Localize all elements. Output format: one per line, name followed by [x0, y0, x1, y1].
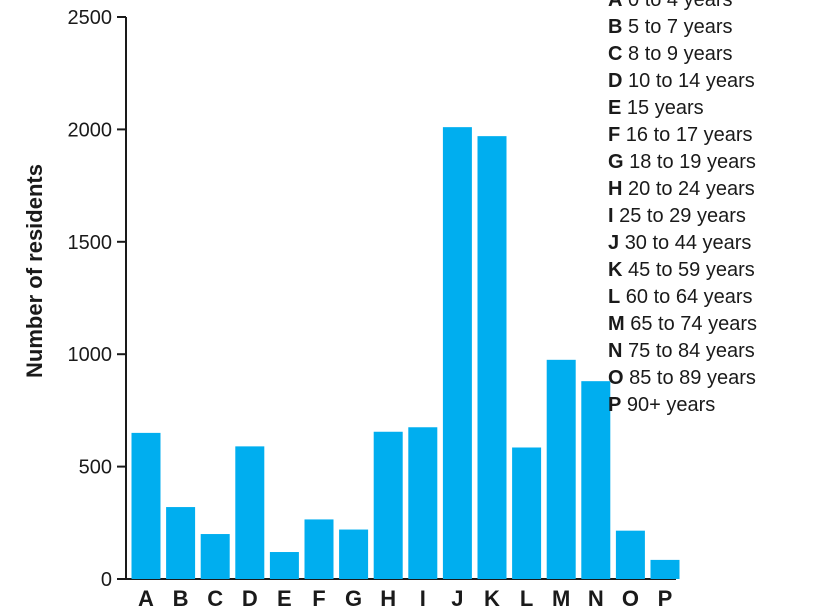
legend-entry: K 45 to 59 years	[608, 259, 755, 281]
legend-label: 16 to 17 years	[626, 124, 753, 146]
legend-key: H	[608, 178, 622, 200]
legend-key: C	[608, 43, 622, 65]
legend-entry: J 30 to 44 years	[608, 232, 751, 254]
bar-a	[131, 432, 161, 579]
legend-label: 65 to 74 years	[630, 313, 757, 335]
legend-entry: H 20 to 24 years	[608, 178, 755, 200]
legend-entry: M 65 to 74 years	[608, 313, 757, 335]
x-tick-label: H	[380, 586, 396, 611]
bar-e	[269, 552, 299, 579]
legend-label: 90+ years	[627, 394, 715, 416]
bar-o	[615, 530, 645, 579]
x-tick-label: G	[345, 586, 362, 611]
legend-key: F	[608, 124, 620, 146]
legend-key: L	[608, 286, 620, 308]
bar-b	[166, 507, 196, 579]
bar-j	[442, 127, 472, 579]
x-tick-label: E	[277, 586, 292, 611]
bar-i	[408, 427, 438, 579]
legend-key: K	[608, 259, 623, 281]
legend-label: 8 to 9 years	[628, 43, 733, 65]
legend-label: 25 to 29 years	[619, 205, 746, 227]
x-tick-label: O	[622, 586, 639, 611]
legend-key: I	[608, 205, 614, 227]
y-axis-label: Number of residents	[22, 164, 47, 378]
bar-g	[339, 529, 369, 579]
legend-label: 0 to 4 years	[628, 0, 733, 11]
y-ticks: 0 500 1000 1500 2000 2500	[68, 7, 126, 591]
legend-entry: C 8 to 9 years	[608, 43, 733, 65]
bar-m	[546, 359, 576, 579]
bar-d	[235, 446, 265, 579]
bar-p	[650, 559, 680, 579]
bar-l	[512, 447, 542, 579]
legend-entry: I 25 to 29 years	[608, 205, 746, 227]
legend-entry: L 60 to 64 years	[608, 286, 753, 308]
legend-key: N	[608, 340, 622, 362]
x-tick-label: M	[552, 586, 570, 611]
legend-entry: O 85 to 89 years	[608, 367, 756, 389]
legend-entry: A 0 to 4 years	[608, 0, 733, 11]
x-tick-label: C	[207, 586, 223, 611]
legend-label: 75 to 84 years	[628, 340, 755, 362]
legend-key: M	[608, 313, 625, 335]
y-tick-label: 1000	[68, 344, 113, 366]
legend-key: P	[608, 394, 621, 416]
x-tick-label: N	[588, 586, 604, 611]
legend-entry: E 15 years	[608, 97, 704, 119]
bar-c	[200, 534, 230, 579]
legend-label: 18 to 19 years	[629, 151, 756, 173]
x-tick-label: I	[420, 586, 426, 611]
x-tick-label: A	[138, 586, 154, 611]
x-tick-label: L	[520, 586, 533, 611]
legend-entry: B 5 to 7 years	[608, 16, 733, 38]
legend-entry: D 10 to 14 years	[608, 70, 755, 92]
legend-label: 85 to 89 years	[629, 367, 756, 389]
x-tick-label: B	[173, 586, 189, 611]
legend-label: 15 years	[627, 97, 704, 119]
bars	[131, 127, 680, 580]
bar-k	[477, 136, 507, 580]
bar-n	[581, 381, 611, 579]
legend: A 0 to 4 years B 5 to 7 years C 8 to 9 yea…	[608, 0, 757, 416]
x-tick-label: K	[484, 586, 500, 611]
legend-label: 20 to 24 years	[628, 178, 755, 200]
legend-key: E	[608, 97, 621, 119]
x-tick-label: J	[451, 586, 463, 611]
bar-f	[304, 519, 334, 579]
legend-key: J	[608, 232, 619, 254]
legend-entry: P 90+ years	[608, 394, 715, 416]
legend-key: D	[608, 70, 622, 92]
legend-entry: G 18 to 19 years	[608, 151, 756, 173]
y-tick-label: 2500	[68, 7, 113, 29]
legend-entry: F 16 to 17 years	[608, 124, 753, 146]
y-tick-label: 500	[79, 457, 112, 479]
legend-label: 30 to 44 years	[625, 232, 752, 254]
x-tick-label: F	[312, 586, 325, 611]
legend-label: 45 to 59 years	[628, 259, 755, 281]
legend-label: 10 to 14 years	[628, 70, 755, 92]
legend-entry: N 75 to 84 years	[608, 340, 755, 362]
legend-label: 5 to 7 years	[628, 16, 733, 38]
legend-label: 60 to 64 years	[626, 286, 753, 308]
y-tick-label: 2000	[68, 119, 113, 141]
y-tick-label: 0	[101, 569, 112, 591]
legend-key: G	[608, 151, 624, 173]
legend-key: O	[608, 367, 624, 389]
y-tick-label: 1500	[68, 232, 113, 254]
legend-key: B	[608, 16, 622, 38]
x-tick-label: P	[658, 586, 673, 611]
x-tick-label: D	[242, 586, 258, 611]
bar-h	[373, 431, 403, 579]
legend-key: A	[608, 0, 622, 11]
